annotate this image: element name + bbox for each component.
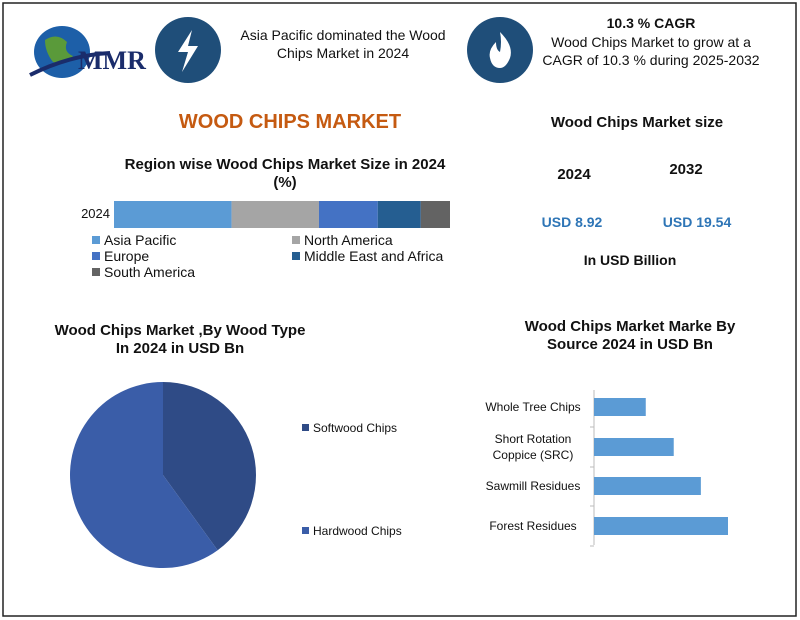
y-tick-label: Forest Residues: [489, 519, 577, 533]
size-value: USD 19.54: [662, 214, 732, 230]
bolt-icon: [178, 30, 198, 72]
y-tick-label: 2024: [81, 206, 110, 221]
legend-label: Softwood Chips: [313, 421, 398, 435]
bar-segment: [377, 201, 421, 228]
legend-label: Hardwood Chips: [313, 524, 402, 538]
chart-title: Region wise Wood Chips Market Size in 20…: [124, 156, 446, 191]
legend-swatch: [292, 252, 300, 260]
legend-label: North America: [304, 232, 393, 248]
size-value: USD 8.92: [541, 214, 603, 230]
bar-segment: [231, 201, 319, 228]
legend-swatch: [292, 236, 300, 244]
legend-swatch: [92, 252, 100, 260]
main-title: WOOD CHIPS MARKET: [178, 111, 402, 133]
y-tick-label: Short Rotation Coppice (SRC): [492, 432, 574, 462]
legend-label: South America: [104, 264, 196, 280]
legend-swatch: [302, 424, 309, 431]
bar: [594, 438, 674, 456]
year: 2024: [557, 166, 591, 183]
logo-text: MMR: [78, 46, 146, 75]
legend-label: Middle East and Africa: [304, 248, 444, 264]
bar: [594, 517, 728, 535]
icon-circle: [467, 17, 533, 83]
legend-swatch: [302, 527, 309, 534]
bar-segment: [420, 201, 450, 228]
year: 2032: [669, 161, 703, 178]
bar-segment: [318, 201, 378, 228]
y-tick-label: Sawmill Residues: [485, 479, 581, 493]
fact-text: Wood Chips Market to grow at a CAGR of 1…: [542, 34, 760, 68]
bar-segment: [114, 201, 232, 228]
chart-title: Wood Chips Market ,By Wood Type In 2024 …: [54, 322, 306, 357]
bar: [594, 398, 646, 416]
fact-title: 10.3 % CAGR: [606, 15, 696, 31]
logo-globe: [29, 26, 111, 78]
legend-label: Europe: [104, 248, 150, 264]
bar: [594, 477, 701, 495]
pie-slice: [70, 382, 218, 568]
size-title: Wood Chips Market size: [550, 114, 724, 131]
chart-title: Wood Chips Market Marke By Source 2024 i…: [524, 318, 736, 353]
y-tick-label: Whole Tree Chips: [485, 400, 581, 414]
legend-label: Asia Pacific: [104, 232, 177, 248]
size-unit: In USD Billion: [583, 252, 677, 268]
fact-text: Asia Pacific dominated the Wood Chips Ma…: [240, 27, 446, 61]
pie-slice: [163, 382, 257, 551]
legend-swatch: [92, 236, 100, 244]
legend-swatch: [92, 268, 100, 276]
flame-icon: [489, 32, 511, 68]
